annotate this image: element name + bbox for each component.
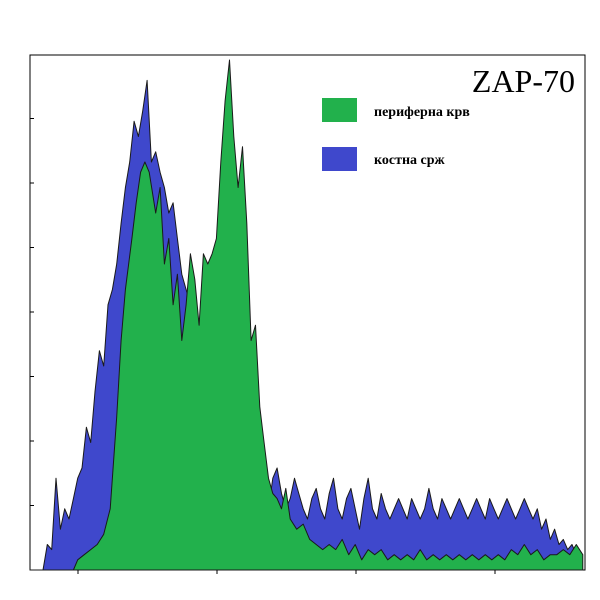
legend-label-bone-marrow: костна срж — [374, 153, 446, 168]
legend-swatch-peripheral-blood — [322, 98, 357, 122]
series-areas — [29, 59, 584, 571]
y-ticks — [30, 118, 34, 506]
chart-title: ZAP-70 — [472, 63, 575, 99]
x-ticks — [77, 570, 496, 574]
series-area-0 — [29, 59, 584, 571]
legend-swatch-bone-marrow — [322, 147, 357, 171]
legend-label-peripheral-blood: периферна крв — [374, 105, 470, 120]
